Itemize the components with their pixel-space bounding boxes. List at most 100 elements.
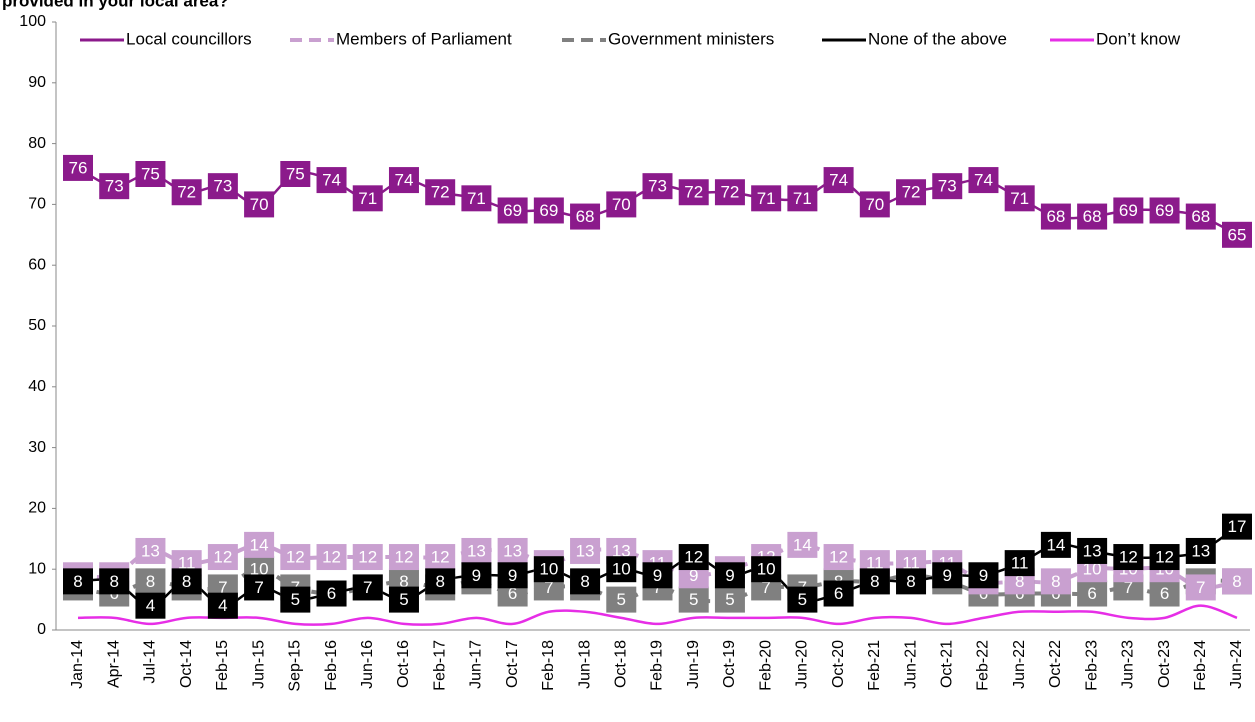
data-label-text: 12: [358, 548, 377, 567]
x-tick-label: Oct-22: [1047, 640, 1064, 688]
data-label: 12: [425, 544, 456, 571]
data-label-text: 12: [395, 548, 414, 567]
data-label: 13: [606, 537, 637, 564]
data-label: 74: [316, 167, 347, 194]
data-label-text: 4: [146, 596, 155, 615]
data-label-text: 13: [467, 541, 486, 560]
data-label-text: 72: [431, 183, 450, 202]
data-label-text: 70: [865, 195, 884, 214]
data-label-box: [642, 173, 673, 200]
data-label: 12: [352, 544, 383, 571]
data-label-text: 74: [974, 171, 993, 190]
data-label: 12: [388, 544, 419, 571]
data-label: 71: [461, 185, 492, 212]
data-label-box: [461, 562, 492, 589]
data-label-box: [1222, 513, 1252, 540]
data-label-box: [787, 531, 818, 558]
data-label: 9: [642, 562, 673, 589]
data-label: 73: [642, 173, 673, 200]
data-label: 12: [280, 544, 311, 571]
data-label: 9: [497, 562, 528, 589]
x-tick-label: Jun-21: [902, 640, 919, 689]
data-label-box: [244, 574, 275, 601]
data-label-box: [135, 592, 166, 619]
data-label-box: [787, 185, 818, 212]
data-label: 12: [823, 544, 854, 571]
y-tick-label: 10: [28, 560, 46, 577]
data-label: 8: [1040, 568, 1071, 595]
data-label-text: 7: [761, 578, 770, 597]
data-label-box: [461, 537, 492, 564]
data-label-box: [570, 568, 601, 595]
data-label-text: 73: [213, 177, 232, 196]
data-label: 10: [751, 556, 782, 583]
data-label: 10: [533, 556, 564, 583]
data-label-text: 10: [539, 560, 558, 579]
data-label: 68: [570, 203, 601, 230]
data-label-box: [1149, 580, 1180, 607]
data-label: 5: [606, 586, 637, 613]
data-label-text: 71: [1010, 189, 1029, 208]
data-label-text: 9: [472, 566, 481, 585]
data-label-box: [1222, 568, 1252, 595]
data-label-box: [352, 544, 383, 571]
data-label-text: 6: [834, 584, 843, 603]
data-label: 73: [99, 173, 130, 200]
data-label: 69: [497, 197, 528, 224]
data-label-text: 65: [1228, 225, 1247, 244]
data-label-box: [714, 562, 745, 589]
data-label-box: [244, 191, 275, 218]
data-label-text: 11: [866, 554, 884, 573]
x-tick-label: Oct-14: [178, 640, 195, 688]
data-label-box: [135, 161, 166, 187]
data-label: 68: [1077, 203, 1108, 230]
data-label: 72: [714, 179, 745, 206]
data-label-text: 13: [141, 541, 160, 560]
data-label: 9: [932, 562, 963, 589]
data-label-text: 7: [1124, 578, 1133, 597]
data-label-box: [497, 562, 528, 589]
data-label-box: [207, 544, 238, 571]
data-label-box: [63, 568, 93, 595]
data-label-box: [171, 568, 202, 595]
data-label: 73: [932, 173, 963, 200]
data-label-box: [932, 562, 963, 589]
data-label: 7: [352, 574, 383, 601]
chart-title: provided in your local area?: [2, 0, 229, 10]
y-tick-label: 90: [28, 74, 46, 91]
data-label-text: 75: [286, 164, 305, 183]
data-label: 68: [1040, 203, 1071, 230]
data-label: 14: [244, 531, 275, 558]
data-label-box: [714, 179, 745, 206]
data-label: 71: [352, 185, 383, 212]
data-label-text: 70: [612, 195, 631, 214]
x-tick-label: Feb-21: [866, 640, 883, 691]
data-label-box: [570, 203, 601, 230]
data-label-text: 6: [508, 584, 517, 603]
data-label-box: [859, 191, 890, 218]
x-tick-label: Oct-21: [938, 640, 955, 688]
data-label: 4: [207, 592, 238, 619]
data-label-text: 12: [829, 548, 848, 567]
data-label-text: 12: [1119, 548, 1138, 567]
data-label: 11: [1004, 550, 1035, 577]
data-label-box: [823, 544, 854, 571]
x-tick-label: Jan-14: [69, 640, 86, 689]
data-label-text: 12: [286, 548, 305, 567]
data-label: 12: [1113, 544, 1144, 571]
x-tick-label: Jun-16: [359, 640, 376, 689]
data-label: 8: [425, 568, 456, 595]
data-label-text: 69: [503, 201, 522, 220]
x-tick-label: Feb-19: [649, 640, 666, 691]
data-label-text: 5: [617, 590, 626, 609]
data-label-text: 13: [576, 541, 595, 560]
data-label-text: 11: [1011, 554, 1029, 573]
x-tick-label: Apr-14: [105, 640, 122, 688]
data-label-text: 11: [178, 554, 196, 573]
x-tick-label: Sep-15: [287, 640, 304, 692]
data-label-text: 69: [1119, 201, 1138, 220]
data-label: 70: [859, 191, 890, 218]
y-tick-label: 60: [28, 256, 46, 273]
x-tick-label: Jun-19: [685, 640, 702, 689]
